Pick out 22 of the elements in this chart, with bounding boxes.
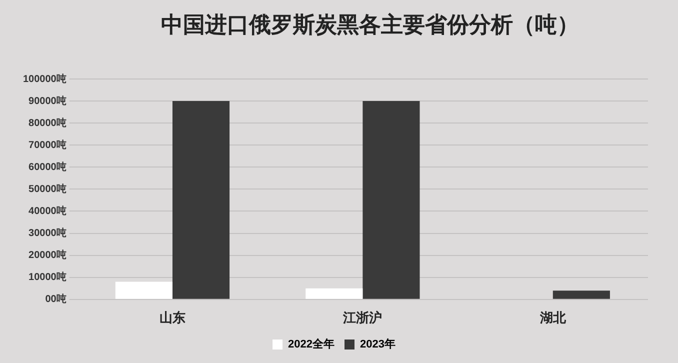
x-tick-label: 山东 <box>159 310 186 325</box>
y-tick-label: 00吨 <box>45 293 66 306</box>
chart-title: 中国进口俄罗斯炭黑各主要省份分析（吨） <box>160 12 580 40</box>
legend-label: 2023年 <box>360 338 396 351</box>
y-tick-label: 20000吨 <box>28 249 66 262</box>
y-tick-label: 30000吨 <box>28 227 66 240</box>
x-tick-label: 江浙沪 <box>342 310 382 325</box>
y-tick-label: 60000吨 <box>28 160 66 173</box>
y-tick-label: 50000吨 <box>28 182 66 195</box>
y-tick-label: 40000吨 <box>28 204 66 217</box>
y-tick-label: 70000吨 <box>28 138 66 151</box>
bar <box>172 101 230 299</box>
y-tick-label: 100000吨 <box>22 72 66 85</box>
y-tick-label: 10000吨 <box>28 271 66 284</box>
bar <box>362 101 420 299</box>
legend-label: 2022全年 <box>288 338 335 351</box>
bar <box>552 290 610 299</box>
y-tick-label: 90000吨 <box>28 94 66 107</box>
bar <box>115 282 172 299</box>
bar <box>306 288 363 299</box>
y-tick-label: 80000吨 <box>28 116 66 129</box>
x-tick-label: 湖北 <box>538 310 567 325</box>
